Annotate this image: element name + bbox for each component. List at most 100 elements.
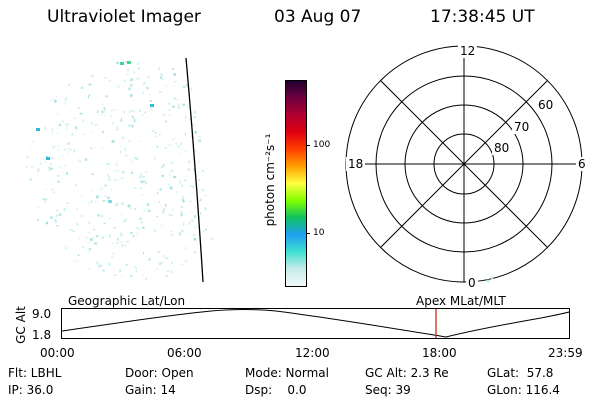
image-pixel bbox=[55, 96, 57, 98]
image-pixel bbox=[187, 105, 189, 108]
image-pixel bbox=[192, 123, 194, 126]
image-pixel bbox=[183, 179, 187, 182]
image-pixel bbox=[157, 251, 161, 254]
image-pixel bbox=[114, 109, 116, 111]
image-pixel bbox=[51, 131, 53, 134]
image-pixel bbox=[168, 102, 171, 105]
time-tick-0600: 06:00 bbox=[167, 346, 202, 360]
image-pixel bbox=[158, 201, 160, 203]
mlt-label-18: 18 bbox=[346, 157, 366, 171]
image-pixel bbox=[120, 120, 123, 122]
image-pixel bbox=[110, 109, 113, 112]
image-pixel bbox=[151, 130, 155, 132]
image-pixel bbox=[103, 110, 105, 114]
image-pixel bbox=[92, 236, 94, 240]
image-pixel bbox=[101, 236, 105, 240]
image-pixel bbox=[165, 275, 169, 277]
image-pixel bbox=[173, 81, 177, 83]
image-pixel bbox=[97, 110, 99, 113]
image-pixel bbox=[77, 159, 79, 161]
image-pixel bbox=[70, 228, 73, 231]
image-pixel bbox=[126, 73, 129, 76]
image-pixel bbox=[182, 196, 184, 198]
image-pixel bbox=[172, 138, 175, 141]
colorbar-tick-100: 100 bbox=[313, 140, 331, 150]
image-pixel bbox=[90, 200, 93, 203]
image-pixel bbox=[143, 209, 146, 212]
image-pixel bbox=[94, 147, 96, 149]
image-pixel bbox=[113, 204, 117, 207]
image-pixel bbox=[189, 221, 191, 225]
image-pixel bbox=[50, 167, 53, 170]
image-pixel bbox=[121, 170, 125, 174]
image-pixel bbox=[90, 238, 93, 241]
image-pixel bbox=[134, 119, 136, 123]
image-pixel bbox=[45, 155, 48, 157]
image-pixel bbox=[57, 214, 59, 216]
image-pixel bbox=[76, 222, 78, 226]
image-speckle bbox=[25, 61, 214, 281]
image-pixel bbox=[142, 226, 145, 229]
timeline-ytick-high: 9.0 bbox=[32, 307, 52, 321]
image-pixel bbox=[128, 87, 131, 91]
image-pixel bbox=[106, 162, 110, 165]
image-pixel bbox=[90, 131, 92, 133]
image-pixel bbox=[73, 117, 77, 119]
image-pixel bbox=[175, 143, 177, 145]
image-pixel bbox=[135, 267, 138, 269]
image-pixel bbox=[111, 140, 115, 143]
color-scale-bar bbox=[285, 80, 307, 287]
image-pixel bbox=[119, 241, 123, 243]
image-pixel bbox=[66, 202, 69, 204]
image-pixel bbox=[170, 161, 174, 164]
image-pixel bbox=[180, 229, 184, 233]
image-pixel bbox=[49, 216, 53, 219]
image-pixel bbox=[51, 228, 54, 230]
image-pixel bbox=[59, 166, 61, 168]
image-pixel bbox=[154, 80, 156, 82]
image-pixel bbox=[133, 71, 136, 74]
image-pixel bbox=[156, 215, 159, 217]
image-pixel bbox=[56, 210, 59, 211]
image-pixel bbox=[66, 126, 68, 130]
timeline-left-title: Geographic Lat/Lon bbox=[68, 294, 186, 308]
image-pixel bbox=[134, 157, 137, 159]
image-pixel bbox=[74, 184, 78, 186]
image-pixel bbox=[121, 177, 123, 180]
image-pixel bbox=[158, 67, 161, 70]
image-pixel bbox=[107, 174, 109, 177]
image-pixel bbox=[123, 220, 126, 223]
colorbar-tick-mark bbox=[306, 233, 310, 234]
image-pixel bbox=[108, 79, 111, 82]
image-pixel bbox=[78, 107, 80, 110]
image-pixel bbox=[154, 229, 156, 232]
image-pixel bbox=[55, 225, 58, 227]
image-pixel bbox=[173, 73, 177, 76]
image-pixel bbox=[65, 124, 69, 126]
image-pixel bbox=[130, 275, 133, 277]
image-pixel bbox=[140, 187, 142, 190]
image-pixel bbox=[198, 161, 200, 163]
image-pixel bbox=[64, 245, 67, 247]
image-pixel bbox=[184, 260, 188, 263]
image-pixel bbox=[165, 120, 167, 123]
mode-info: Mode: Normal bbox=[245, 366, 329, 380]
image-pixel bbox=[54, 219, 57, 223]
image-pixel bbox=[77, 166, 79, 168]
image-pixel bbox=[185, 119, 187, 121]
image-pixel bbox=[192, 186, 195, 189]
image-pixel bbox=[92, 74, 94, 77]
image-pixel bbox=[94, 201, 97, 203]
image-pixel bbox=[163, 255, 167, 257]
image-pixel bbox=[95, 234, 99, 238]
image-pixel bbox=[83, 133, 85, 135]
image-pixel bbox=[64, 97, 68, 99]
image-pixel bbox=[200, 212, 202, 215]
image-pixel bbox=[125, 61, 128, 63]
image-pixel bbox=[181, 184, 183, 187]
image-bright-pixel bbox=[46, 157, 50, 160]
image-pixel bbox=[132, 117, 135, 120]
image-pixel bbox=[113, 274, 117, 276]
image-pixel bbox=[210, 237, 214, 240]
image-pixel bbox=[51, 157, 55, 160]
